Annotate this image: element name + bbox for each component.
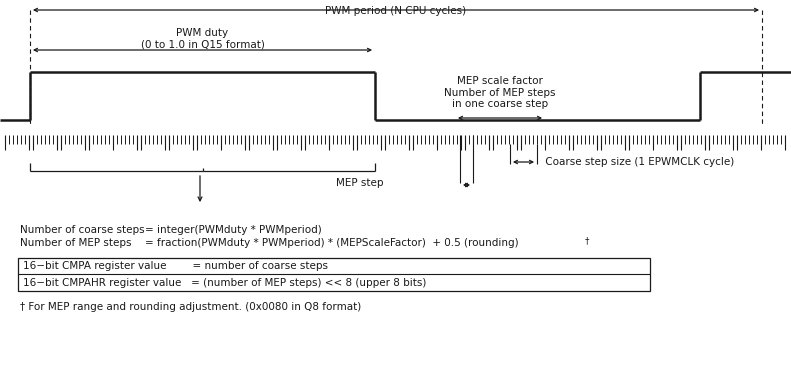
Text: † For MEP range and rounding adjustment. (0x0080 in Q8 format): † For MEP range and rounding adjustment.… (20, 302, 361, 312)
Text: = integer(PWMduty * PWMperiod): = integer(PWMduty * PWMperiod) (145, 225, 322, 235)
Text: Number of MEP steps: Number of MEP steps (20, 238, 131, 248)
Text: = fraction(PWMduty * PWMperiod) * (MEPScaleFactor)  + 0.5 (rounding): = fraction(PWMduty * PWMperiod) * (MEPSc… (145, 238, 519, 248)
Text: MEP scale factor
Number of MEP steps
in one coarse step: MEP scale factor Number of MEP steps in … (445, 76, 556, 109)
Text: 16−bit CMPAHR register value   = (number of MEP steps) << 8 (upper 8 bits): 16−bit CMPAHR register value = (number o… (23, 278, 426, 288)
Text: Coarse step size (1 EPWMCLK cycle): Coarse step size (1 EPWMCLK cycle) (542, 157, 734, 167)
Text: MEP step: MEP step (336, 178, 390, 188)
Text: Number of coarse steps: Number of coarse steps (20, 225, 145, 235)
Bar (18, 258, 650, 291)
Text: PWM duty
(0 to 1.0 in Q15 format): PWM duty (0 to 1.0 in Q15 format) (141, 28, 264, 50)
Text: PWM period (N CPU cycles): PWM period (N CPU cycles) (325, 6, 467, 16)
Text: 16−bit CMPA register value        = number of coarse steps: 16−bit CMPA register value = number of c… (23, 261, 328, 271)
Text: †: † (585, 236, 589, 245)
